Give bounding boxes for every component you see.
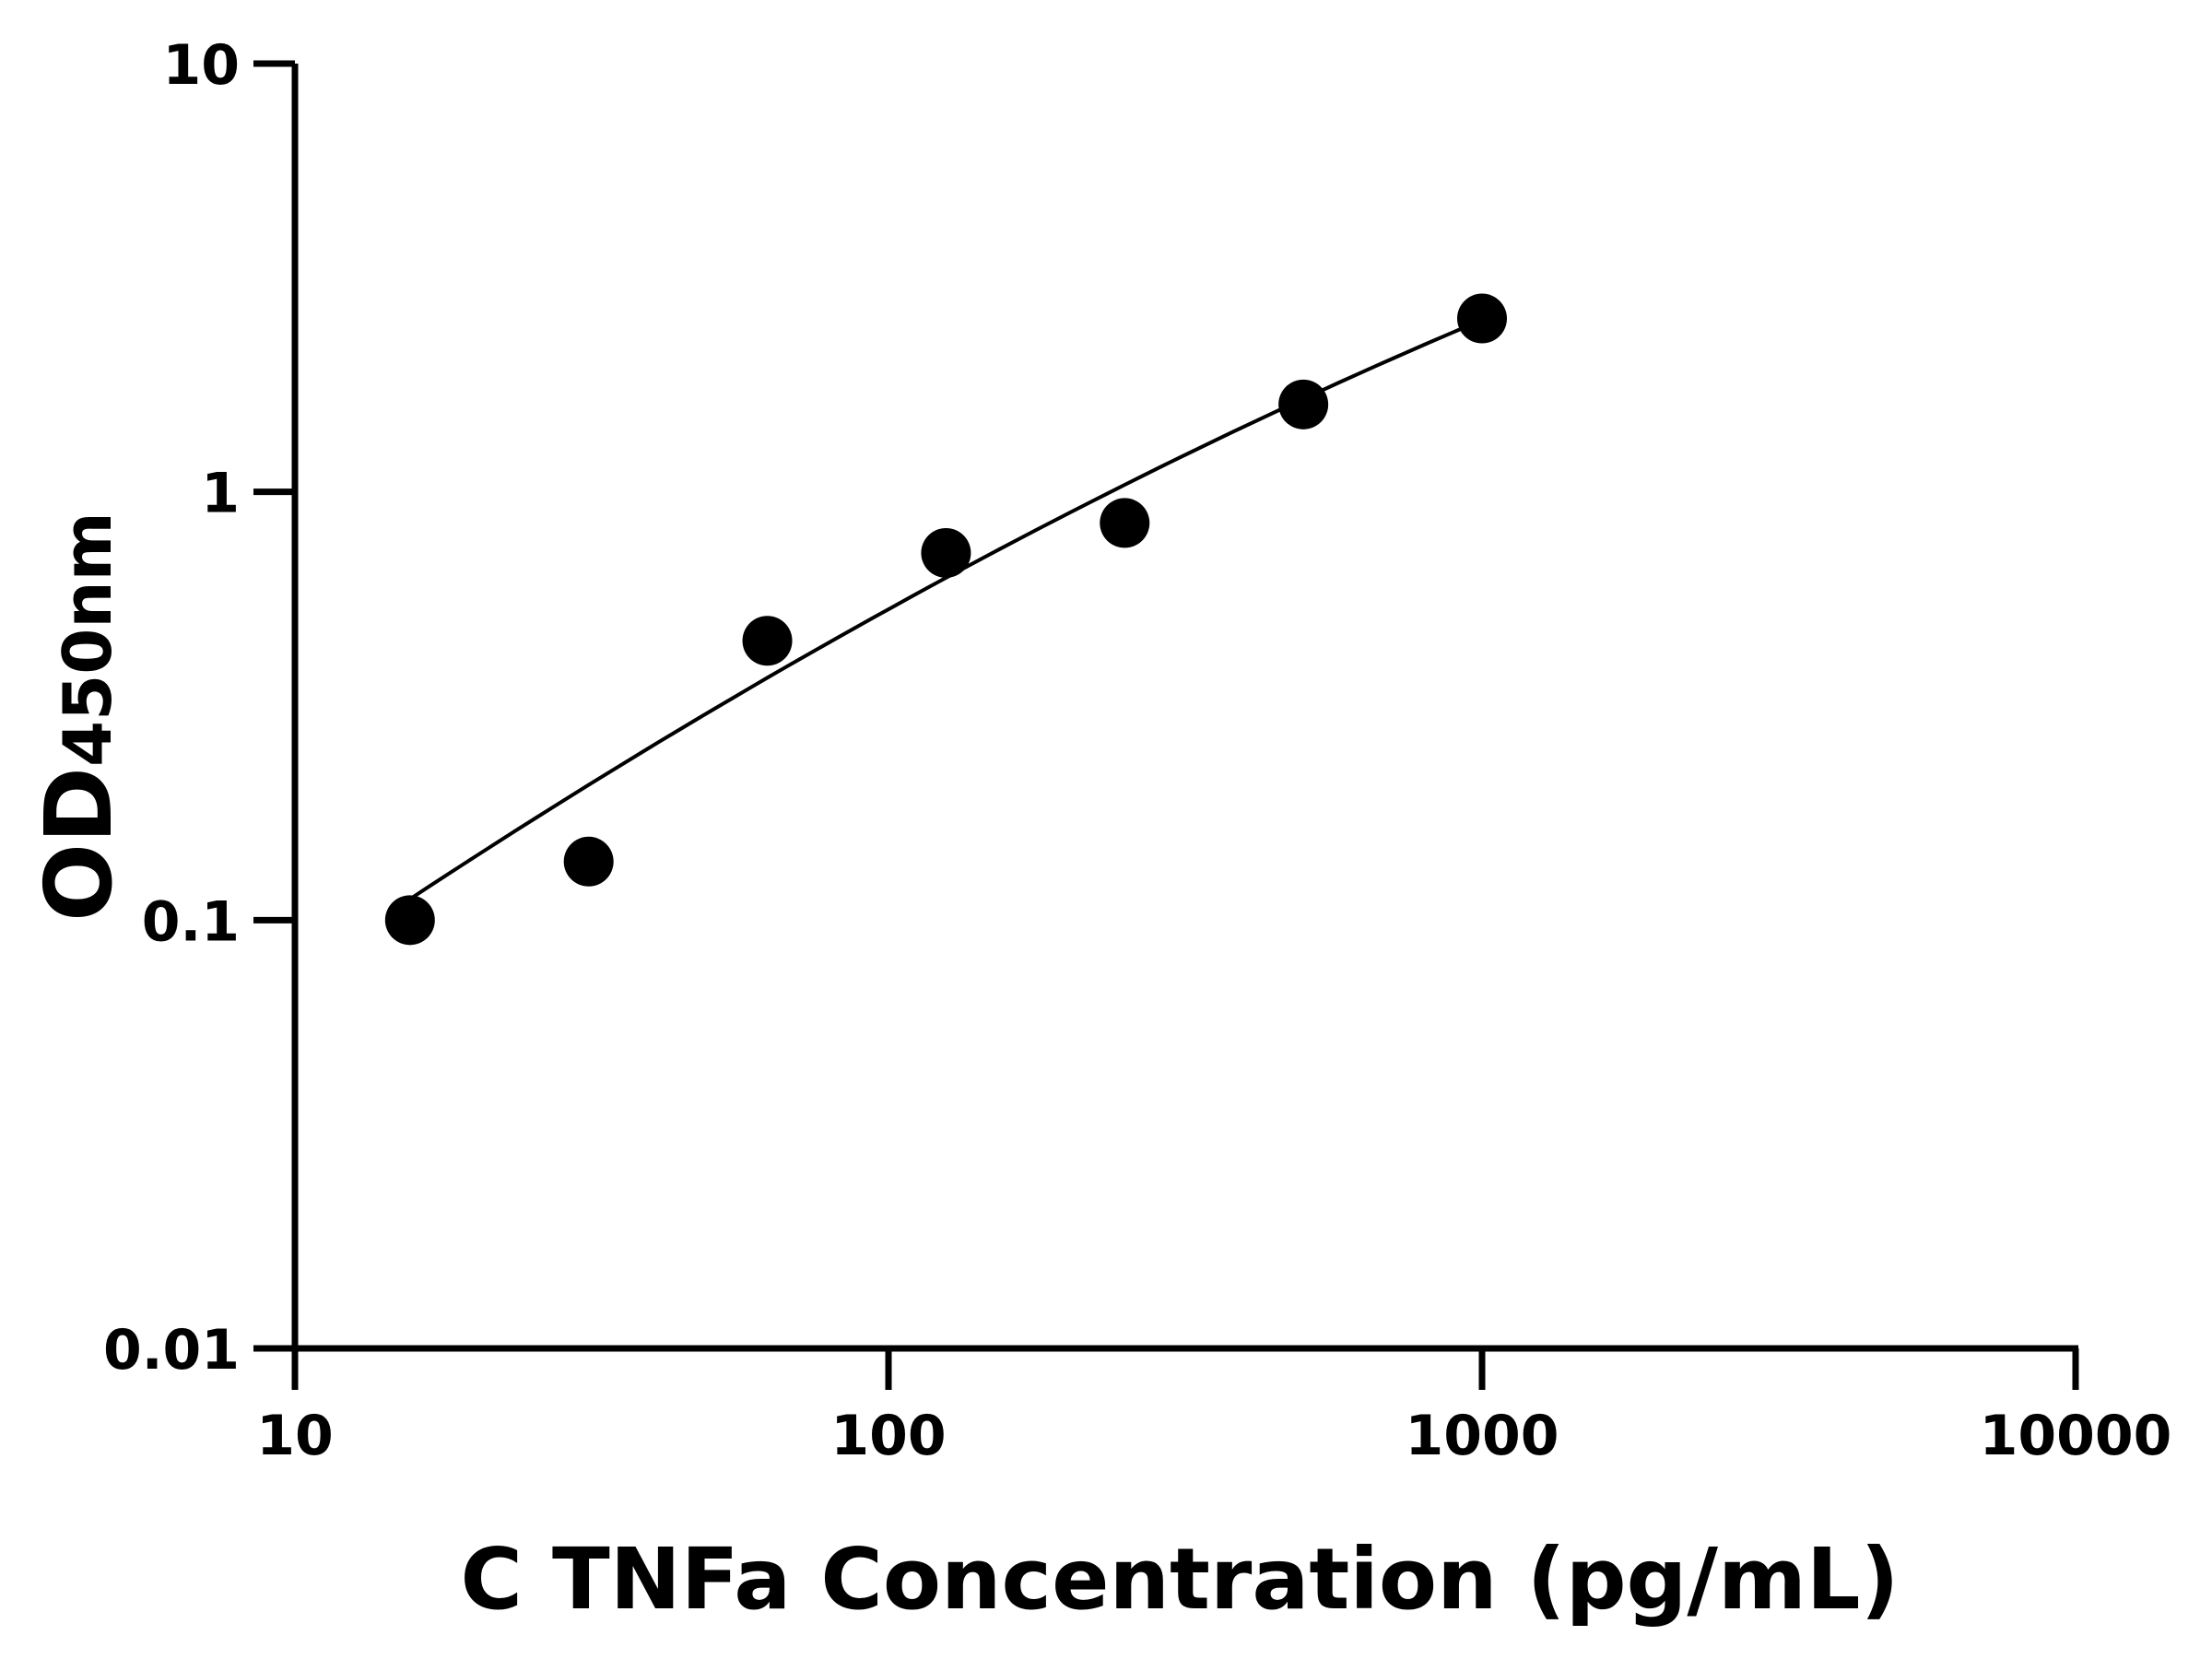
- data-point: [1278, 379, 1329, 429]
- x-tick-label: 1000: [1406, 1404, 1559, 1468]
- y-axis-label-main: OD: [25, 767, 133, 922]
- data-point: [563, 836, 614, 887]
- data-point: [742, 616, 793, 666]
- y-tick-label: 0.01: [103, 1318, 240, 1382]
- y-tick-label: 10: [163, 33, 241, 98]
- y-tick-label: 1: [201, 462, 240, 526]
- data-point: [1100, 498, 1150, 548]
- x-tick-label: 10: [256, 1404, 334, 1468]
- data-point: [384, 895, 435, 946]
- x-tick-label: 100: [830, 1404, 946, 1468]
- y-axis-label: OD450nm: [25, 512, 133, 922]
- data-point: [921, 527, 971, 578]
- data-point: [1457, 293, 1507, 344]
- x-axis-label: C TNFa Concentration (pg/mL): [460, 1530, 1899, 1629]
- y-tick-label: 0.1: [142, 889, 240, 954]
- y-axis-label-sub: 450nm: [49, 512, 126, 767]
- x-tick-label: 10000: [1980, 1404, 2172, 1468]
